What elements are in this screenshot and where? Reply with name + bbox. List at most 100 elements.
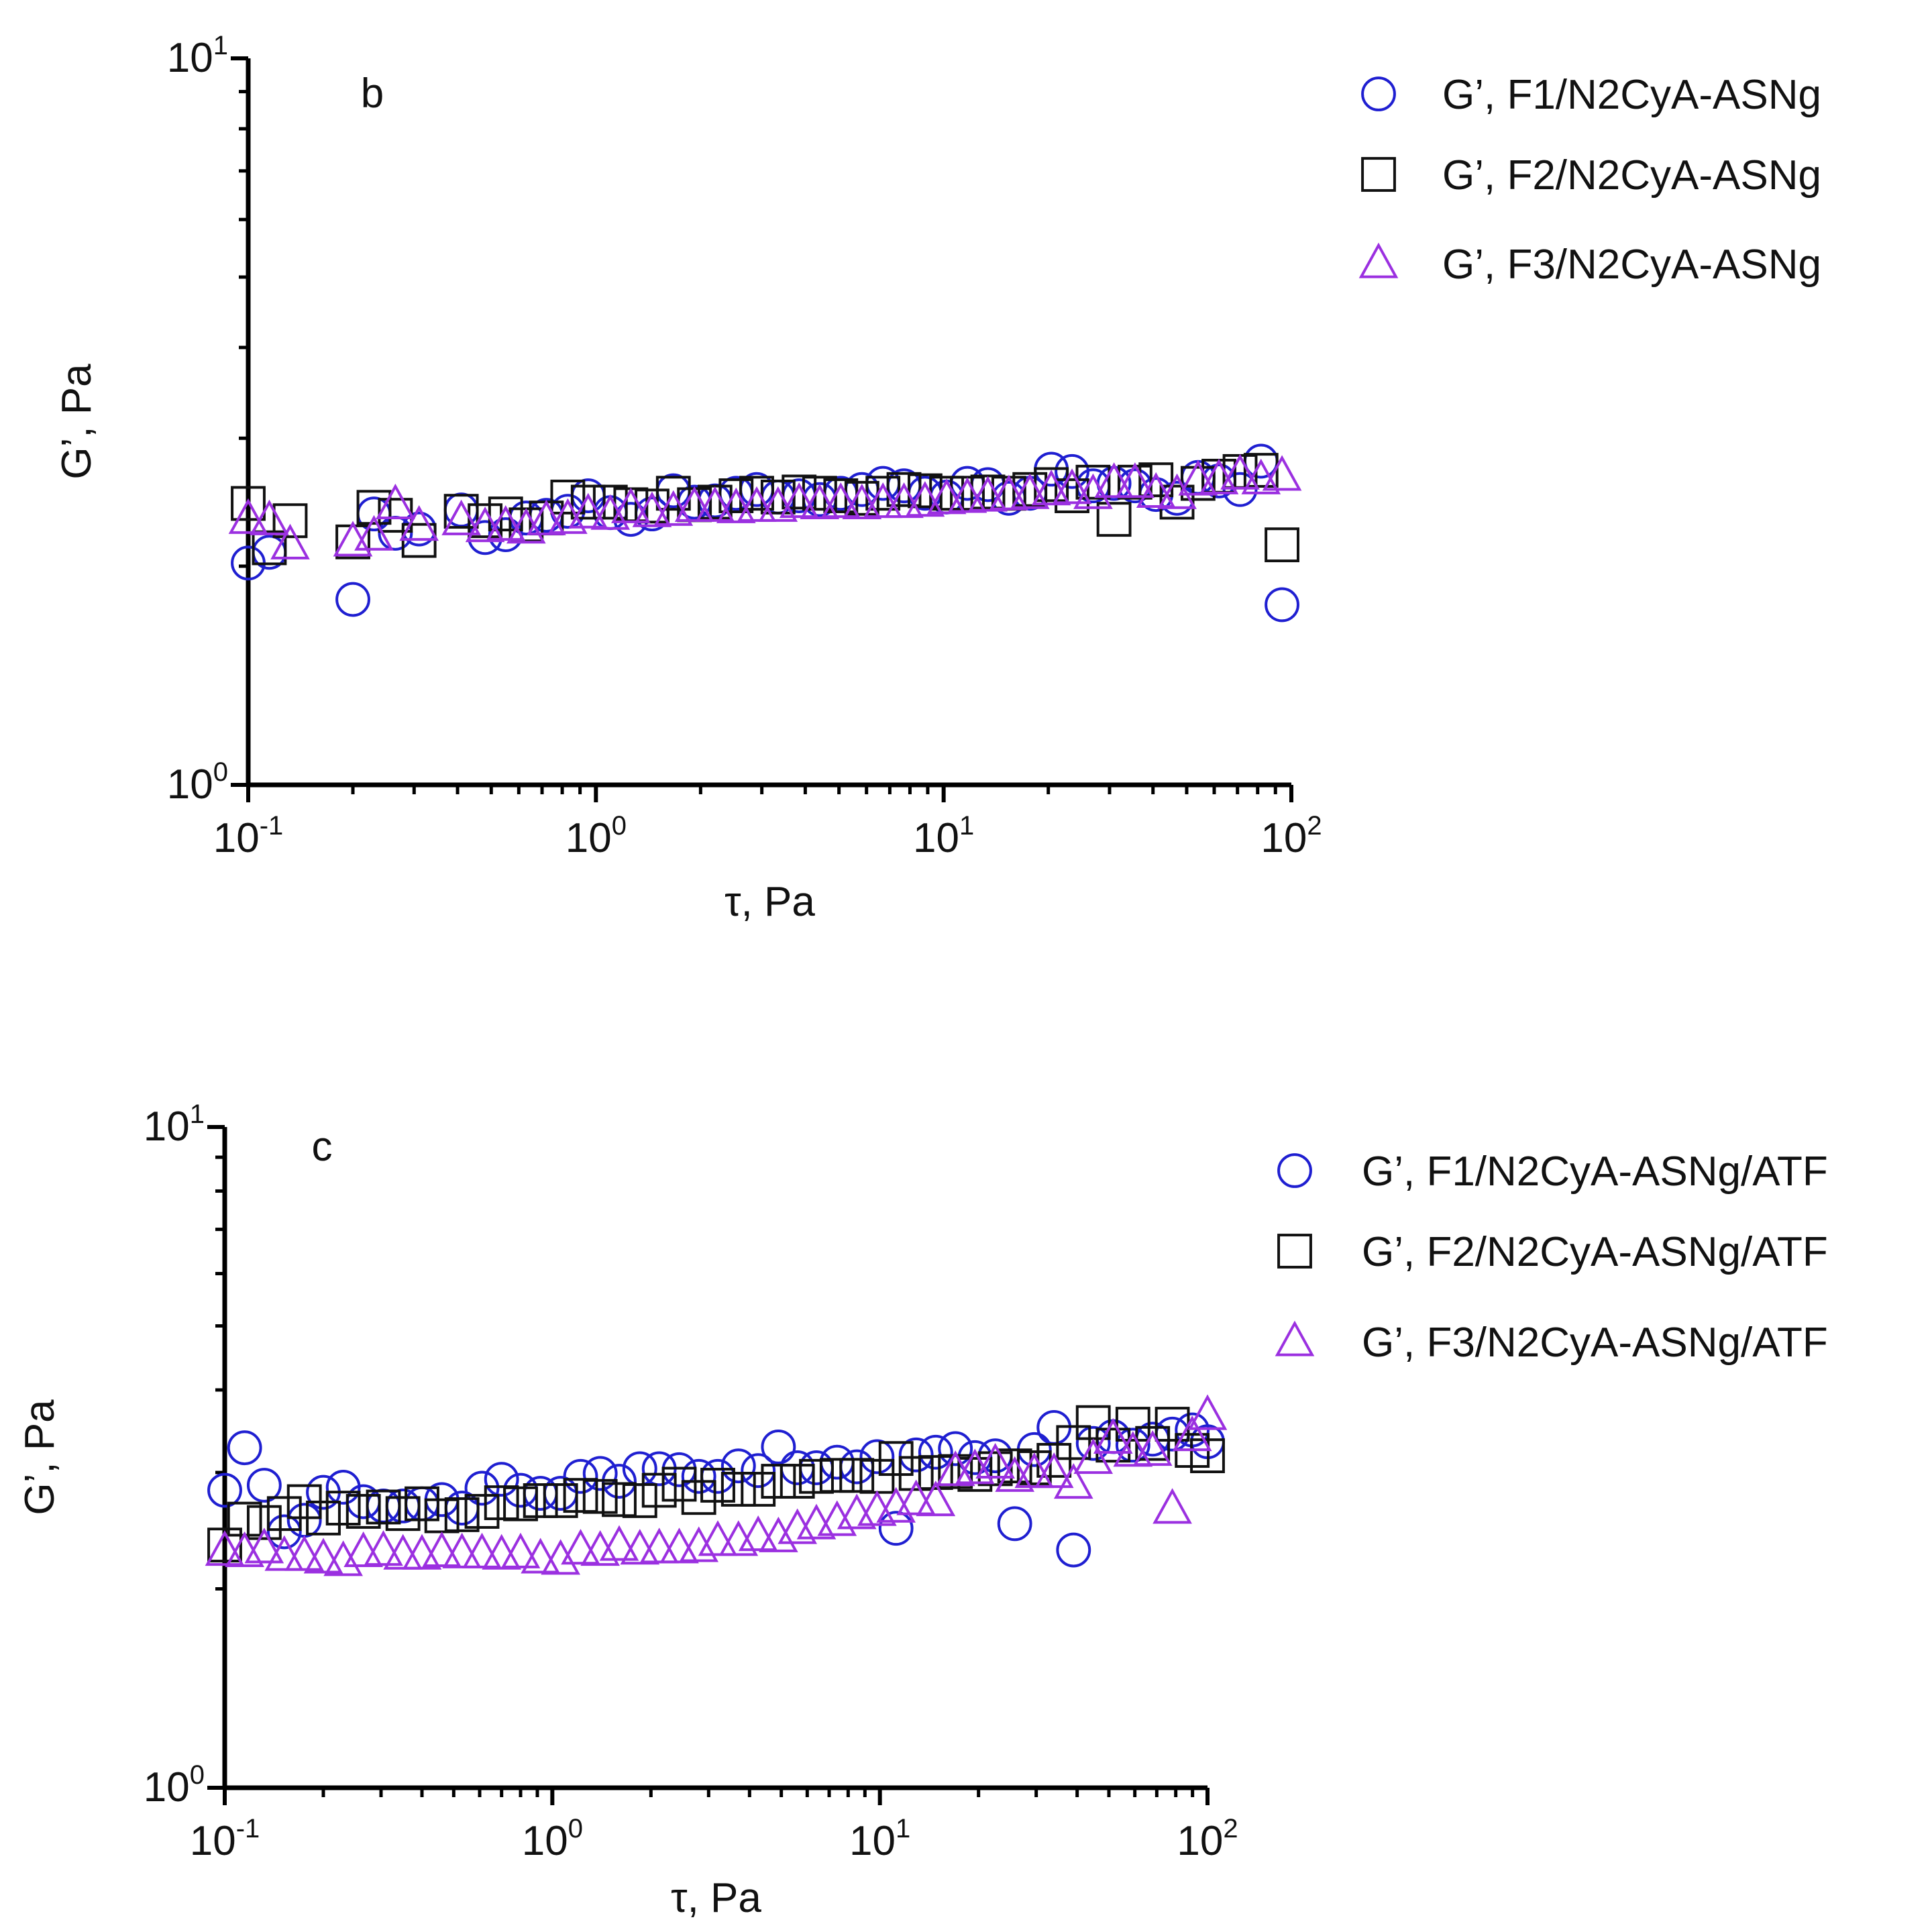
data-point: [1093, 1417, 1133, 1454]
data-point: [837, 1493, 877, 1529]
data-point: [989, 474, 1029, 511]
data-point: [272, 503, 308, 539]
data-point: [700, 1458, 735, 1494]
x-tick-label: 100: [566, 811, 627, 861]
x-tick-label: 10-1: [190, 1814, 260, 1864]
y-tick-label: 101: [167, 31, 228, 81]
legend-item: G’, F2/N2CyA-ASNg/ATF: [1277, 1229, 1828, 1275]
data-point: [632, 491, 672, 527]
data-point: [1159, 484, 1195, 520]
panel-label: b: [361, 70, 384, 117]
data-point: [270, 523, 310, 559]
data-point: [761, 1429, 796, 1464]
x-axis-title: τ, Pa: [724, 879, 815, 925]
x-tick-label: 100: [522, 1814, 583, 1864]
data-point: [1262, 455, 1302, 491]
legend-label: G’, F1/N2CyA-ASNg: [1442, 72, 1821, 118]
panel-label: c: [312, 1124, 333, 1170]
data-point: [523, 1483, 558, 1518]
data-point: [205, 1529, 245, 1566]
data-point: [484, 1485, 519, 1521]
data-point: [521, 1538, 560, 1574]
data-point: [266, 1514, 302, 1550]
data-point: [444, 1491, 480, 1526]
data-point: [345, 1494, 381, 1529]
data-point: [738, 1515, 778, 1552]
y-axis-title: G’, Pa: [54, 364, 100, 480]
data-point: [839, 1449, 875, 1485]
data-point: [1053, 1463, 1093, 1499]
data-point: [343, 1531, 384, 1567]
data-point: [639, 1527, 680, 1564]
data-point: [878, 1511, 914, 1546]
data-point: [1073, 1438, 1114, 1474]
data-point: [402, 1534, 442, 1570]
data-point: [561, 1529, 600, 1565]
data-point: [918, 1434, 953, 1470]
legend-label: G’, F2/N2CyA-ASNg: [1442, 152, 1821, 199]
data-point: [1265, 527, 1299, 563]
data-point: [780, 1464, 815, 1499]
data-point: [1190, 1438, 1225, 1474]
data-point: [1056, 1532, 1091, 1568]
data-point: [383, 1534, 423, 1570]
data-point: [679, 1526, 719, 1562]
data-point: [1034, 1452, 1074, 1489]
data-point: [898, 1437, 934, 1472]
data-point: [741, 1453, 776, 1489]
data-point: [462, 1532, 502, 1568]
data-point: [443, 494, 479, 529]
data-point: [977, 1451, 1013, 1487]
legend-marker: [1358, 242, 1399, 278]
legend-item: G’, F3/N2CyA-ASNg/ATF: [1275, 1320, 1828, 1366]
data-point: [916, 1481, 956, 1517]
x-tick-label: 101: [913, 811, 974, 861]
data-point: [759, 1516, 798, 1552]
data-point: [698, 1520, 738, 1556]
data-point: [950, 476, 985, 511]
data-point: [482, 1534, 522, 1570]
data-point: [246, 1505, 282, 1540]
data-point: [227, 1501, 262, 1537]
data-point: [997, 1506, 1032, 1542]
data-point: [468, 503, 503, 539]
data-point: [582, 1456, 618, 1491]
data-point: [1243, 453, 1279, 488]
data-point: [364, 1529, 403, 1566]
data-point: [207, 1472, 242, 1508]
y-tick-label: 101: [144, 1099, 205, 1150]
data-point: [611, 487, 651, 523]
data-point: [641, 1472, 677, 1508]
data-point: [938, 1431, 973, 1466]
data-point: [1073, 473, 1113, 509]
data-point: [527, 499, 566, 535]
data-point: [484, 1462, 519, 1497]
data-point: [622, 1483, 657, 1518]
legend-marker: [1361, 157, 1396, 192]
data-point: [1115, 1428, 1150, 1463]
data-point: [1132, 1430, 1173, 1466]
legend-label: G’, F2/N2CyA-ASNg/ATF: [1362, 1229, 1828, 1275]
data-point: [1178, 460, 1218, 496]
data-point: [1152, 1488, 1192, 1524]
data-point: [720, 1472, 756, 1507]
data-point: [1056, 1425, 1091, 1460]
data-point: [737, 486, 777, 522]
data-point: [674, 486, 714, 522]
data-point: [250, 499, 289, 535]
data-point: [898, 1456, 934, 1491]
data-point: [926, 478, 967, 515]
data-point: [354, 515, 394, 551]
data-point: [905, 481, 945, 517]
data-point: [859, 1439, 895, 1474]
legend-marker: [1277, 1153, 1312, 1188]
data-point: [918, 1455, 953, 1490]
x-tick-label: 102: [1260, 811, 1322, 861]
data-point: [1014, 1452, 1055, 1489]
data-point: [543, 1483, 578, 1518]
y-tick-label: 100: [167, 757, 228, 808]
data-point: [523, 1476, 558, 1511]
data-point: [957, 1456, 993, 1492]
legend-item: G’, F1/N2CyA-ASNg/ATF: [1277, 1148, 1828, 1195]
data-point: [947, 477, 987, 513]
